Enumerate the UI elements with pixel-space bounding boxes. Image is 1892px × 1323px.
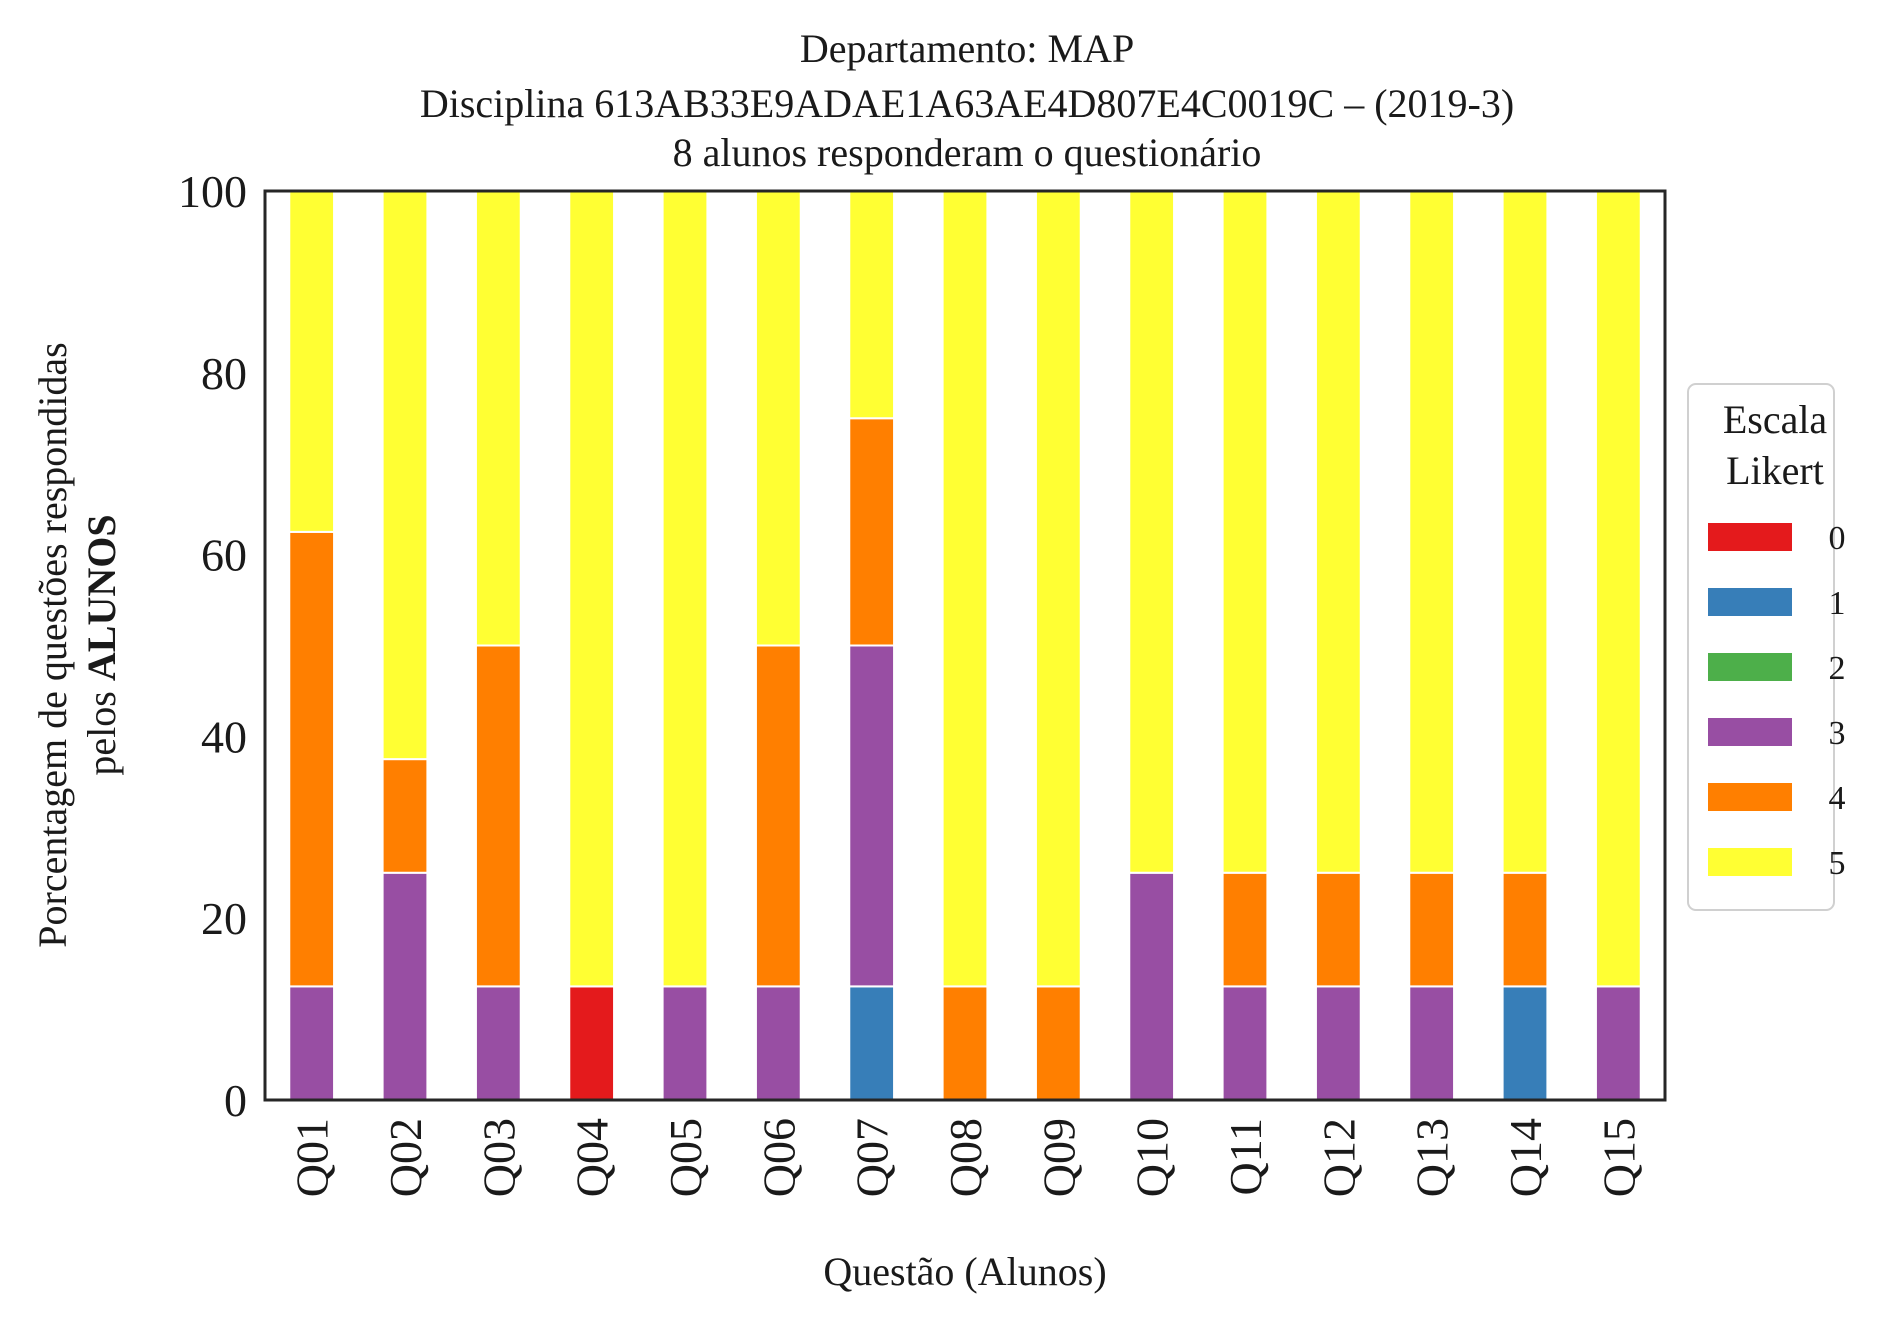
y-tick-label: 20 [201, 893, 247, 944]
bar-Q11-level-4 [1221, 871, 1269, 988]
y-axis-title-line-2: pelos ALUNOS [79, 514, 124, 775]
title-line-3: 8 alunos responderam o questionário [673, 130, 1262, 175]
bar-Q15-level-3 [1594, 985, 1642, 1101]
bar-Q15-level-5 [1594, 190, 1642, 988]
bar-Q03-level-4 [474, 644, 522, 988]
x-tick-label: Q12 [1313, 1118, 1364, 1197]
legend-swatch-5 [1708, 848, 1792, 876]
bar-Q08-level-5 [941, 190, 989, 988]
y-tick-label: 80 [201, 348, 247, 399]
bar-Q01-level-5 [288, 190, 336, 533]
bar-Q01-level-3 [288, 985, 336, 1101]
legend-swatch-1 [1708, 588, 1792, 616]
bar-Q11-level-5 [1221, 190, 1269, 874]
bar-Q12-level-5 [1314, 190, 1362, 874]
bar-Q01-level-4 [288, 530, 336, 988]
legend-label-1: 1 [1829, 585, 1846, 622]
legend-box [1687, 383, 1835, 911]
x-tick-label: Q08 [940, 1118, 991, 1197]
bar-Q03-level-3 [474, 985, 522, 1101]
bar-Q13-level-5 [1408, 190, 1456, 874]
y-axis-ticks: 0 20 40 60 80 100 [178, 166, 247, 1126]
bar-Q05-level-5 [661, 190, 709, 988]
legend-swatch-2 [1708, 653, 1792, 681]
x-tick-label: Q09 [1033, 1118, 1084, 1197]
legend: Escala Likert 0 1 2 3 4 5 [1687, 383, 1846, 911]
bar-Q04-level-0 [568, 985, 616, 1101]
legend-title-line-1: Escala [1723, 397, 1828, 442]
y-tick-label: 100 [178, 166, 247, 217]
x-tick-label: Q01 [287, 1118, 338, 1197]
y-axis-title: Porcentagem de questões respondidas pelo… [30, 342, 124, 947]
x-tick-label: Q02 [380, 1118, 431, 1197]
y-tick-label: 60 [201, 530, 247, 581]
legend-swatch-4 [1708, 783, 1792, 811]
x-tick-label: Q10 [1127, 1118, 1178, 1197]
bar-Q11-level-3 [1221, 985, 1269, 1101]
legend-title-line-2: Likert [1726, 448, 1824, 493]
bar-Q13-level-4 [1408, 871, 1456, 988]
title-line-1: Departamento: MAP [800, 26, 1134, 71]
bar-Q07-level-3 [848, 644, 896, 988]
y-axis-title-bold: ALUNOS [79, 514, 124, 681]
x-tick-label: Q15 [1593, 1118, 1644, 1197]
bar-Q07-level-5 [848, 190, 896, 420]
bar-Q14-level-5 [1501, 190, 1549, 874]
bar-Q14-level-4 [1501, 871, 1549, 988]
bar-Q06-level-3 [754, 985, 802, 1101]
x-tick-label: Q03 [473, 1118, 524, 1197]
bar-Q09-level-4 [1034, 985, 1082, 1101]
legend-swatch-3 [1708, 718, 1792, 746]
x-tick-label: Q11 [1220, 1118, 1271, 1196]
plot-frame [263, 189, 1667, 1102]
legend-label-3: 3 [1829, 715, 1846, 752]
x-tick-label: Q13 [1407, 1118, 1458, 1197]
bar-Q12-level-4 [1314, 871, 1362, 988]
bar-Q04-level-5 [568, 190, 616, 988]
bar-Q07-level-4 [848, 417, 896, 647]
bars-group [288, 190, 1642, 1101]
y-tick-label: 40 [201, 711, 247, 762]
y-axis-title-line-1: Porcentagem de questões respondidas [30, 342, 75, 947]
legend-label-4: 4 [1829, 780, 1846, 817]
bar-Q06-level-4 [754, 644, 802, 988]
bar-Q02-level-4 [381, 758, 429, 874]
x-axis-title: Questão (Alunos) [823, 1249, 1106, 1294]
legend-label-2: 2 [1829, 650, 1846, 687]
x-axis-ticks: Q01 Q02 Q03 Q04 Q05 Q06 Q07 Q08 Q09 Q10 Q11 Q12 Q13 Q… [287, 1118, 1645, 1197]
legend-swatch-0 [1708, 523, 1792, 551]
x-tick-label: Q06 [753, 1118, 804, 1197]
x-tick-label: Q05 [660, 1118, 711, 1197]
y-axis-title-prefix: pelos [79, 681, 124, 775]
bar-Q10-level-3 [1128, 871, 1176, 1101]
title-line-2: Disciplina 613AB33E9ADAE1A63AE4D807E4C00… [420, 81, 1514, 126]
bar-Q10-level-5 [1128, 190, 1176, 874]
bar-Q09-level-5 [1034, 190, 1082, 988]
x-tick-label: Q14 [1500, 1118, 1551, 1197]
legend-label-0: 0 [1829, 520, 1846, 557]
y-tick-label: 0 [224, 1075, 247, 1126]
legend-label-5: 5 [1829, 845, 1846, 882]
bar-Q02-level-5 [381, 190, 429, 761]
bar-Q05-level-3 [661, 985, 709, 1101]
bar-Q06-level-5 [754, 190, 802, 647]
chart-title: Departamento: MAP Disciplina 613AB33E9AD… [420, 26, 1514, 175]
bar-Q12-level-3 [1314, 985, 1362, 1101]
bar-Q07-level-1 [848, 985, 896, 1101]
legend-items: 0 1 2 3 4 5 [1708, 520, 1846, 882]
bar-Q13-level-3 [1408, 985, 1456, 1101]
bar-Q08-level-4 [941, 985, 989, 1101]
x-tick-label: Q04 [567, 1118, 618, 1197]
bar-Q02-level-3 [381, 871, 429, 1101]
bar-Q03-level-5 [474, 190, 522, 647]
bar-Q14-level-1 [1501, 985, 1549, 1101]
x-tick-label: Q07 [847, 1118, 898, 1197]
